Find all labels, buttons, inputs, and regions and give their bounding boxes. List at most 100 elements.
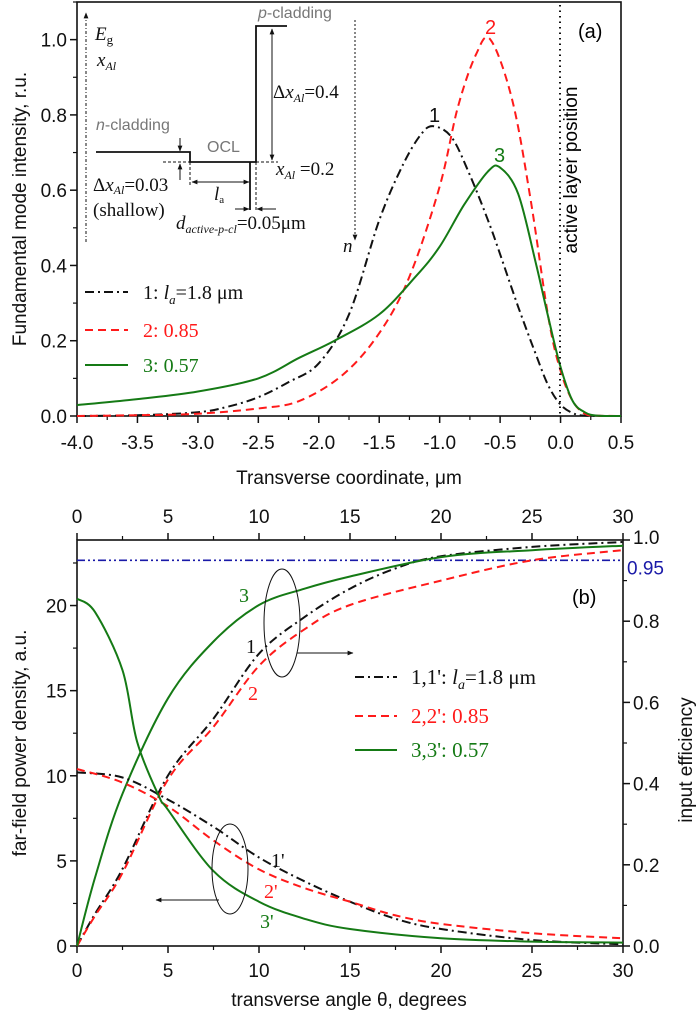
- y-tick-label-a: 0.0: [41, 407, 67, 428]
- la-label: la: [214, 184, 224, 206]
- curve-b-3-prime: [76, 597, 624, 944]
- curve-label-b-1: 1: [246, 636, 256, 658]
- x-tick-label-b: 30: [612, 961, 633, 982]
- x-tick-label-b: 20: [430, 961, 451, 982]
- axis-indicators: [155, 568, 354, 915]
- y-tick-label-a: 0.6: [41, 181, 67, 202]
- legend-b-entry-2: 2,2': 0.85: [411, 704, 489, 728]
- y-axis-label-b: far-field power density, a.u.: [10, 630, 31, 857]
- x-tick-label-b: 15: [339, 961, 360, 982]
- right-axis-group-ellipse: [263, 568, 301, 678]
- y2-tick-label-b: 0.2: [633, 856, 659, 877]
- curve-label-3: 3: [494, 145, 505, 167]
- y-tick-label-b: 10: [46, 767, 67, 788]
- curve-labels-b: 3 1 2 1' 2' 3': [239, 585, 285, 933]
- y-tick-label-a: 0.8: [41, 106, 67, 127]
- y2-tick-label-b: 0.0: [633, 937, 659, 958]
- curve-b-3: [76, 544, 624, 947]
- x-tick-label-b: 10: [248, 961, 269, 982]
- legend-entry-1: 1: la=1.8 μm: [143, 282, 244, 307]
- axis-ticks-a: -4.0 -3.5 -3.0 -2.5 -2.0 -1.5 -1.0 -0.5 0.0 0.5 0.…: [41, 1, 634, 454]
- y-tick-label-b: 20: [46, 597, 67, 618]
- curve-a-3: [76, 164, 622, 418]
- y-tick-label-b: 5: [56, 852, 67, 873]
- curve-b-2-prime: [76, 768, 624, 940]
- curve-b-1-prime: [76, 771, 624, 946]
- active-layer-label: active layer position: [561, 87, 582, 254]
- curve-label-2: 2: [485, 17, 496, 39]
- legend-b: 1,1': la=1.8 μm 2,2': 0.85 3,3': 0.57: [355, 665, 536, 762]
- x-top-tick-label-b: 0: [72, 507, 83, 528]
- y-tick-label-a: 0.4: [41, 256, 68, 277]
- x-top-tick-label-b: 10: [248, 507, 269, 528]
- y-tick-label-a: 0.2: [41, 332, 67, 353]
- legend-b-entry-1: 1,1': la=1.8 μm: [411, 665, 536, 693]
- x-tick-label-b: 25: [521, 961, 542, 982]
- axis-ticks-b: 005510101515202025253030051015200.00.20.…: [46, 507, 660, 982]
- x-top-tick-label-b: 5: [163, 507, 174, 528]
- x-tick-label-a: -2.5: [242, 433, 275, 454]
- curve-b-2: [76, 549, 624, 947]
- n-cladding-label: n-cladding: [96, 117, 170, 134]
- band-diagram-inset: [83, 12, 358, 242]
- dx04-label: ΔxAl=0.4: [273, 82, 339, 105]
- shallow-label: (shallow): [93, 200, 165, 221]
- curve-a-1: [76, 125, 622, 417]
- y-tick-label-a: 1.0: [41, 31, 67, 52]
- y-axis-label-a: Fundamental mode intensity, r.u.: [10, 72, 31, 346]
- x-tick-label-a: -2.0: [302, 433, 335, 454]
- curve-label-b-3: 3: [239, 585, 249, 607]
- y2-axis-label-b: input efficiency: [676, 697, 697, 823]
- x-tick-label-a: -0.5: [484, 433, 517, 454]
- legend-entry-2: 2: 0.85: [143, 320, 199, 342]
- y2-tick-label-b: 1.0: [633, 528, 659, 549]
- band-profile: [96, 25, 287, 163]
- d-label: dactive-p-cl=0.05μm: [176, 213, 306, 236]
- y-tick-label-b: 15: [46, 682, 67, 703]
- x-tick-label-a: 0.5: [608, 433, 634, 454]
- n-label: n: [343, 236, 353, 257]
- x-tick-label-b: 5: [163, 961, 174, 982]
- legend-b-entry-3: 3,3': 0.57: [411, 738, 489, 762]
- xal-label: xAl: [96, 50, 117, 73]
- x-tick-label-b: 0: [72, 961, 83, 982]
- y2-tick-label-b: 0.8: [633, 612, 659, 633]
- x-tick-label-a: 0.0: [547, 433, 573, 454]
- x-tick-label-a: -1.5: [363, 433, 396, 454]
- reference-line-label: 0.95: [627, 558, 664, 579]
- xal02-label: xAl =0.2: [275, 159, 334, 182]
- x-tick-label-a: -3.0: [182, 433, 215, 454]
- inset-labels: Eg xAl p-cladding n-cladding OCL ΔxAl=0.…: [93, 5, 353, 257]
- curve-b-1: [76, 541, 624, 947]
- panel-a: -4.0 -3.5 -3.0 -2.5 -2.0 -1.5 -1.0 -0.5 0.0 0.5 0.…: [10, 1, 634, 489]
- dx003-label: ΔxAl=0.03: [93, 175, 168, 197]
- curves-b: [76, 541, 624, 947]
- curve-label-b-2p: 2': [264, 881, 278, 903]
- p-cladding-label: p-cladding: [257, 5, 332, 22]
- curve-label-1: 1: [429, 105, 440, 127]
- panel-label-a: (a): [578, 21, 602, 43]
- eg-label: Eg: [94, 24, 114, 47]
- plot-frame-b: [76, 539, 624, 947]
- x-top-tick-label-b: 30: [612, 507, 633, 528]
- y-tick-label-b: 0: [56, 937, 67, 958]
- x-tick-label-a: -3.5: [121, 433, 154, 454]
- x-tick-label-a: -4.0: [61, 433, 94, 454]
- panel-label-b: (b): [572, 587, 596, 609]
- curve-label-b-2: 2: [248, 683, 258, 705]
- x-top-tick-label-b: 20: [430, 507, 451, 528]
- x-tick-label-a: -1.0: [423, 433, 456, 454]
- panel-b: 005510101515202025253030051015200.00.20.…: [10, 507, 697, 1011]
- curve-label-b-3p: 3': [260, 911, 274, 933]
- curve-label-b-1p: 1': [271, 850, 285, 872]
- ocl-label: OCL: [207, 139, 240, 156]
- x-axis-label-a: Transverse coordinate, μm: [236, 468, 462, 489]
- left-axis-group-ellipse: [211, 823, 249, 915]
- x-top-tick-label-b: 25: [521, 507, 542, 528]
- y2-tick-label-b: 0.6: [633, 693, 659, 714]
- curves-a: [76, 36, 622, 418]
- y2-tick-label-b: 0.4: [633, 775, 660, 796]
- x-top-tick-label-b: 15: [339, 507, 360, 528]
- legend-entry-3: 3: 0.57: [143, 355, 199, 377]
